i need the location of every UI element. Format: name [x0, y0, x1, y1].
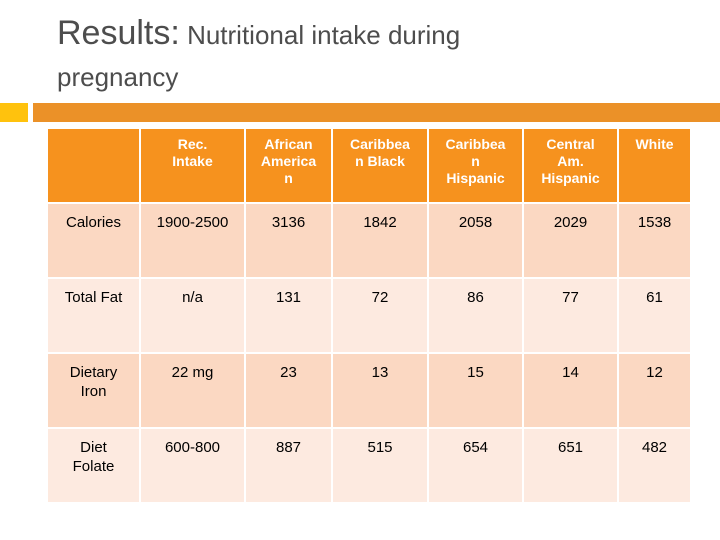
title-subtitle: Nutritional intake during pregnancy: [57, 20, 461, 92]
cell-value: n/a: [141, 279, 244, 352]
title-main: Results:: [57, 14, 180, 52]
table-header-row: Rec. Intake African America n Caribbea n…: [48, 129, 690, 202]
cell-value: 654: [429, 429, 522, 502]
row-label: Diet Folate: [48, 429, 139, 502]
cell-value: 131: [246, 279, 331, 352]
row-label: Total Fat: [48, 279, 139, 352]
row-label: Dietary Iron: [48, 354, 139, 427]
table-row-diet-folate: Diet Folate 600-800 887 515 654 651 482: [48, 429, 690, 502]
cell-value: 15: [429, 354, 522, 427]
cell-value: 13: [333, 354, 427, 427]
cell-value: 1538: [619, 204, 690, 277]
cell-value: 3136: [246, 204, 331, 277]
header-cell-central-am-hispanic: Central Am. Hispanic: [524, 129, 617, 202]
cell-value: 887: [246, 429, 331, 502]
table-row-total-fat: Total Fat n/a 131 72 86 77 61: [48, 279, 690, 352]
title-spacer: [180, 20, 187, 50]
header-cell-empty: [48, 129, 139, 202]
cell-value: 23: [246, 354, 331, 427]
cell-value: 14: [524, 354, 617, 427]
header-cell-african-american: African America n: [246, 129, 331, 202]
cell-value: 22 mg: [141, 354, 244, 427]
cell-value: 651: [524, 429, 617, 502]
header-cell-caribbean-black: Caribbea n Black: [333, 129, 427, 202]
header-cell-white: White: [619, 129, 690, 202]
table-row-calories: Calories 1900-2500 3136 1842 2058 2029 1…: [48, 204, 690, 277]
page-title: Results: Nutritional intake during pregn…: [57, 12, 577, 98]
cell-value: 600-800: [141, 429, 244, 502]
cell-value: 482: [619, 429, 690, 502]
nutrition-table: Rec. Intake African America n Caribbea n…: [46, 127, 692, 504]
header-cell-caribbean-hispanic: Caribbea n Hispanic: [429, 129, 522, 202]
header-cell-rec-intake: Rec. Intake: [141, 129, 244, 202]
cell-value: 72: [333, 279, 427, 352]
cell-value: 2029: [524, 204, 617, 277]
cell-value: 515: [333, 429, 427, 502]
cell-value: 1900-2500: [141, 204, 244, 277]
cell-value: 12: [619, 354, 690, 427]
row-label: Calories: [48, 204, 139, 277]
accent-square: [0, 103, 28, 122]
cell-value: 61: [619, 279, 690, 352]
cell-value: 86: [429, 279, 522, 352]
cell-value: 77: [524, 279, 617, 352]
accent-bar: [33, 103, 720, 122]
cell-value: 1842: [333, 204, 427, 277]
accent-row: [0, 103, 720, 122]
table-row-dietary-iron: Dietary Iron 22 mg 23 13 15 14 12: [48, 354, 690, 427]
cell-value: 2058: [429, 204, 522, 277]
